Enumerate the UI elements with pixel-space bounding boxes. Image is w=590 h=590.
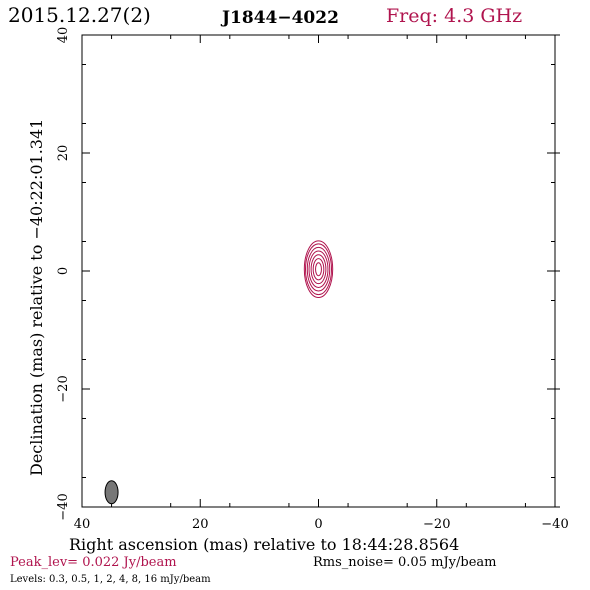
beam-ellipse bbox=[104, 480, 119, 505]
x-tick-label: −40 bbox=[541, 517, 568, 532]
contour-set bbox=[303, 240, 334, 299]
contour-0_5-mjy bbox=[304, 243, 333, 296]
frequency-label: Freq: 4.3 GHz bbox=[386, 5, 522, 27]
x-tick-label: 0 bbox=[314, 517, 322, 532]
y-tick-label: −40 bbox=[56, 493, 71, 520]
x-tick-label: 40 bbox=[74, 517, 91, 532]
axis-ticks bbox=[81, 34, 560, 508]
rms-noise: Rms_noise= 0.05 mJy/beam bbox=[313, 555, 496, 570]
x-tick-labels: 40 20 0 −20 −40 bbox=[74, 517, 569, 532]
contour-2-mjy bbox=[308, 250, 329, 289]
peak-level: Peak_lev= 0.022 Jy/beam bbox=[10, 555, 177, 570]
contour-0_3-mjy bbox=[303, 240, 334, 299]
x-axis-label: Right ascension (mas) relative to 18:44:… bbox=[69, 535, 459, 554]
contour-4-mjy bbox=[310, 254, 327, 285]
contour-1-mjy bbox=[306, 246, 331, 292]
contour-8-mjy bbox=[312, 258, 325, 281]
x-tick-label: −20 bbox=[423, 517, 450, 532]
x-tick-label: 20 bbox=[192, 517, 209, 532]
plot-frame bbox=[81, 34, 556, 508]
y-tick-label: 0 bbox=[56, 267, 71, 275]
observation-date: 2015.12.27(2) bbox=[8, 3, 151, 27]
y-tick-label: −20 bbox=[56, 375, 71, 402]
source-name: J1844−4022 bbox=[220, 8, 339, 28]
y-tick-label: 40 bbox=[56, 27, 71, 44]
beam-group bbox=[104, 480, 119, 505]
contour-levels: Levels: 0.3, 0.5, 1, 2, 4, 8, 16 mJy/bea… bbox=[10, 574, 211, 585]
y-tick-label: 20 bbox=[56, 145, 71, 162]
y-tick-labels: −40 −20 0 20 40 bbox=[56, 27, 71, 521]
contour-16-mjy bbox=[315, 262, 322, 277]
y-axis-label: Declination (mas) relative to −40:22:01.… bbox=[27, 119, 46, 476]
